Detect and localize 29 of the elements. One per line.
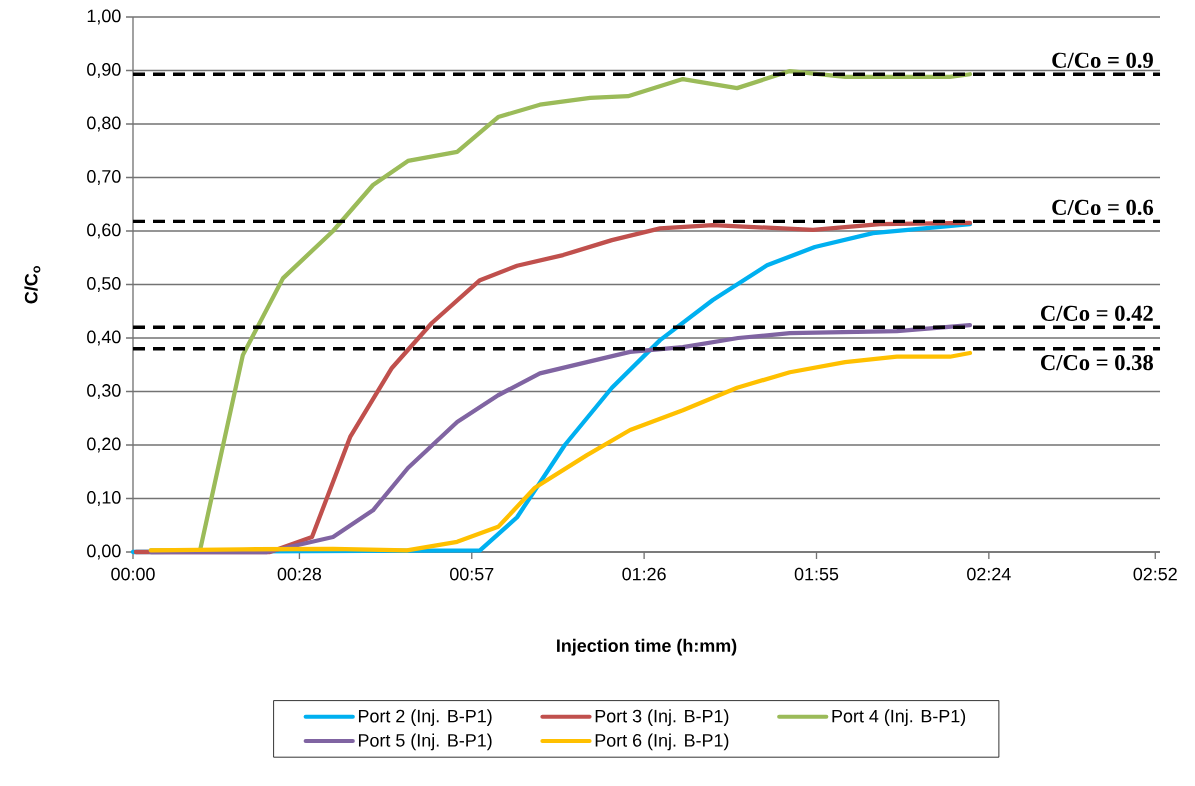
legend-label: Port 4 (Inj. B-P1) [832,709,966,726]
y-tick-label: 0,00 [87,544,121,560]
legend-label: Port 3 (Inj. B-P1) [595,709,729,726]
y-axis-title: C/C$_{o}$ [24,266,41,304]
ref-line-label: C/Co = 0.9 [1052,52,1153,68]
ref-line-label: C/Co = 0.38 [1040,354,1153,371]
legend-label: Port 6 (Inj. B-P1) [595,733,729,751]
y-tick-label: 0,50 [87,277,121,292]
ref-line-label: C/Co = 0.42 [1040,305,1153,322]
legend-label: Port 5 (Inj. B-P1) [358,733,492,751]
x-tick-label: 00:57 [450,567,494,581]
y-tick-label: 0,30 [87,384,121,399]
y-tick-label: 0,90 [87,63,121,78]
y-tick-label: 0,40 [87,330,121,346]
x-axis-title: Injection time (h:mm) [557,638,737,656]
y-tick-label: 0,20 [87,437,121,453]
x-tick-label: 01:26 [622,567,666,581]
legend-label: Port 2 (Inj. B-P1) [358,709,492,726]
y-tick-label: 0,60 [87,223,121,239]
y-tick-label: 0,80 [87,116,121,132]
y-tick-label: 1,00 [87,9,121,25]
x-tick-label: 01:55 [794,567,839,581]
x-tick-label: 02:52 [1133,567,1177,581]
ref-line-label: C/Co = 0.6 [1052,199,1154,216]
y-tick-label: 0,70 [87,170,121,185]
x-tick-label: 00:28 [277,567,322,581]
y-tick-label: 0,10 [87,491,121,506]
x-tick-label: 00:00 [111,567,155,581]
x-tick-label: 02:24 [967,567,1011,581]
